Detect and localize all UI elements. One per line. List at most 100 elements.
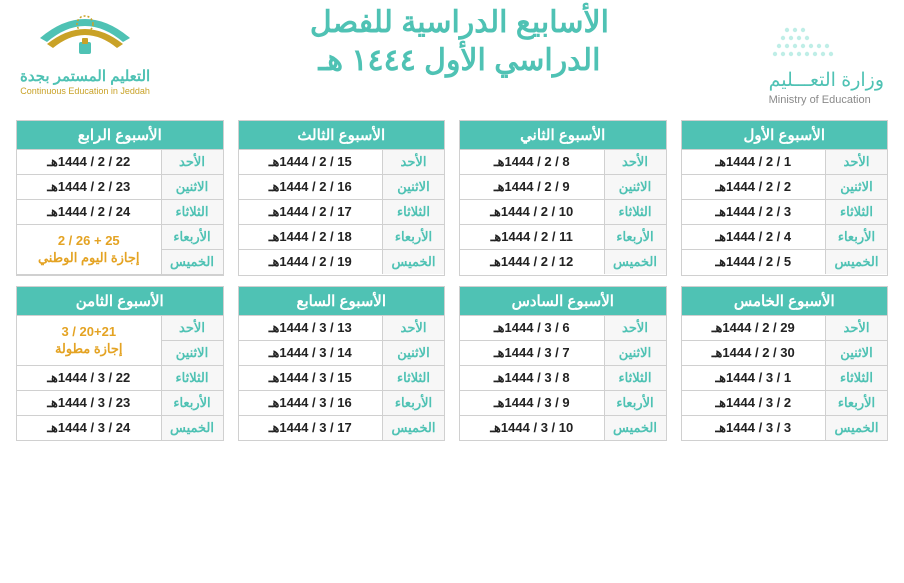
date-cell: 2 / 2 / 1444هـ: [682, 175, 826, 199]
holiday-row: الأحدالاثنين20+21 / 3إجازة مطولة: [17, 316, 223, 366]
week-table: الأسبوع الثامنالأحدالاثنين20+21 / 3إجازة…: [16, 286, 224, 441]
date-cell: 24 / 2 / 1444هـ: [17, 200, 161, 224]
holiday-text: 20+21 / 3إجازة مطولة: [17, 316, 161, 365]
date-cell: 5 / 2 / 1444هـ: [682, 250, 826, 274]
table-row: الخميس19 / 2 / 1444هـ: [239, 250, 445, 274]
day-cell: الخميس: [382, 250, 444, 274]
day-cell: الأربعاء: [825, 225, 887, 249]
table-row: الثلاثاء3 / 2 / 1444هـ: [682, 200, 888, 225]
day-cell: الأحد: [825, 150, 887, 174]
header: وزارة التعـــليم Ministry of Education ا…: [0, 0, 904, 114]
date-cell: 11 / 2 / 1444هـ: [460, 225, 604, 249]
table-row: الخميس10 / 3 / 1444هـ: [460, 416, 666, 440]
table-row: الثلاثاء8 / 3 / 1444هـ: [460, 366, 666, 391]
day-cell: الثلاثاء: [161, 200, 223, 224]
date-cell: 8 / 3 / 1444هـ: [460, 366, 604, 390]
day-cell: الثلاثاء: [382, 200, 444, 224]
table-row: الأحد29 / 2 / 1444هـ: [682, 316, 888, 341]
table-row: الخميس24 / 3 / 1444هـ: [17, 416, 223, 440]
table-row: الثلاثاء17 / 2 / 1444هـ: [239, 200, 445, 225]
table-row: الأحد13 / 3 / 1444هـ: [239, 316, 445, 341]
title-line-1: الأسابيع الدراسية للفصل: [310, 4, 609, 42]
week-table: الأسبوع الثالثالأحد15 / 2 / 1444هـالاثني…: [238, 120, 446, 276]
day-cell: الثلاثاء: [825, 200, 887, 224]
table-row: الاثنين2 / 2 / 1444هـ: [682, 175, 888, 200]
table-row: الأربعاء11 / 2 / 1444هـ: [460, 225, 666, 250]
date-cell: 3 / 3 / 1444هـ: [682, 416, 826, 440]
week-header: الأسبوع الأول: [682, 121, 888, 150]
date-cell: 23 / 2 / 1444هـ: [17, 175, 161, 199]
date-cell: 8 / 2 / 1444هـ: [460, 150, 604, 174]
week-header: الأسبوع الثامن: [17, 287, 223, 316]
date-cell: 19 / 2 / 1444هـ: [239, 250, 383, 274]
table-row: الاثنين30 / 2 / 1444هـ: [682, 341, 888, 366]
date-cell: 10 / 2 / 1444هـ: [460, 200, 604, 224]
day-cell: الاثنين: [161, 175, 223, 199]
table-row: الثلاثاء15 / 3 / 1444هـ: [239, 366, 445, 391]
date-cell: 22 / 3 / 1444هـ: [17, 366, 161, 390]
table-row: الثلاثاء1 / 3 / 1444هـ: [682, 366, 888, 391]
day-cell: الأحد: [161, 150, 223, 174]
table-row: الخميس5 / 2 / 1444هـ: [682, 250, 888, 274]
date-cell: 3 / 2 / 1444هـ: [682, 200, 826, 224]
day-cell: الثلاثاء: [604, 200, 666, 224]
table-row: الأربعاء9 / 3 / 1444هـ: [460, 391, 666, 416]
table-row: الخميس12 / 2 / 1444هـ: [460, 250, 666, 274]
date-cell: 1 / 3 / 1444هـ: [682, 366, 826, 390]
day-cell: الأحد: [162, 316, 223, 341]
day-cell: الأربعاء: [161, 391, 223, 415]
table-row: الاثنين9 / 2 / 1444هـ: [460, 175, 666, 200]
table-row: الخميس3 / 3 / 1444هـ: [682, 416, 888, 440]
date-cell: 15 / 2 / 1444هـ: [239, 150, 383, 174]
day-cell: الخميس: [825, 416, 887, 440]
day-cell: الخميس: [382, 416, 444, 440]
date-cell: 22 / 2 / 1444هـ: [17, 150, 161, 174]
week-table: الأسبوع الخامسالأحد29 / 2 / 1444هـالاثني…: [681, 286, 889, 441]
table-row: الثلاثاء10 / 2 / 1444هـ: [460, 200, 666, 225]
day-cell: الاثنين: [825, 175, 887, 199]
ministry-dots-icon: [769, 22, 859, 60]
week-header: الأسبوع الثاني: [460, 121, 666, 150]
week-header: الأسبوع الخامس: [682, 287, 888, 316]
day-cell: الاثنين: [825, 341, 887, 365]
day-cell: الأربعاء: [825, 391, 887, 415]
date-cell: 1 / 2 / 1444هـ: [682, 150, 826, 174]
holiday-row: الأربعاءالخميس25 + 26 / 2إجازة اليوم الو…: [17, 225, 223, 275]
ministry-block: وزارة التعـــليم Ministry of Education: [769, 4, 884, 106]
day-cell: الأربعاء: [604, 225, 666, 249]
day-cell: الأحد: [825, 316, 887, 340]
table-row: الخميس17 / 3 / 1444هـ: [239, 416, 445, 440]
week-table: الأسبوع الثانيالأحد8 / 2 / 1444هـالاثنين…: [459, 120, 667, 276]
day-cell: الأربعاء: [162, 225, 223, 250]
date-cell: 30 / 2 / 1444هـ: [682, 341, 826, 365]
day-cell: الأربعاء: [604, 391, 666, 415]
table-row: الاثنين23 / 2 / 1444هـ: [17, 175, 223, 200]
table-row: الأحد6 / 3 / 1444هـ: [460, 316, 666, 341]
date-cell: 10 / 3 / 1444هـ: [460, 416, 604, 440]
date-cell: 6 / 3 / 1444هـ: [460, 316, 604, 340]
week-table: الأسبوع الأولالأحد1 / 2 / 1444هـالاثنين2…: [681, 120, 889, 276]
table-row: الأحد15 / 2 / 1444هـ: [239, 150, 445, 175]
ministry-name-ar: وزارة التعـــليم: [769, 69, 884, 92]
week-table: الأسبوع السابعالأحد13 / 3 / 1444هـالاثني…: [238, 286, 446, 441]
date-cell: 12 / 2 / 1444هـ: [460, 250, 604, 274]
date-cell: 2 / 3 / 1444هـ: [682, 391, 826, 415]
title-line-2: الدراسي الأول ١٤٤٤ هـ: [310, 42, 609, 80]
table-row: الأحد1 / 2 / 1444هـ: [682, 150, 888, 175]
date-cell: 9 / 3 / 1444هـ: [460, 391, 604, 415]
date-cell: 17 / 2 / 1444هـ: [239, 200, 383, 224]
table-row: الثلاثاء22 / 3 / 1444هـ: [17, 366, 223, 391]
day-cell: الاثنين: [604, 175, 666, 199]
day-cell: الثلاثاء: [161, 366, 223, 390]
date-cell: 23 / 3 / 1444هـ: [17, 391, 161, 415]
day-cell: الثلاثاء: [825, 366, 887, 390]
weeks-grid: الأسبوع الأولالأحد1 / 2 / 1444هـالاثنين2…: [0, 114, 904, 451]
table-row: الاثنين16 / 2 / 1444هـ: [239, 175, 445, 200]
day-cell: الخميس: [604, 416, 666, 440]
day-cell: الاثنين: [162, 341, 223, 365]
week-table: الأسبوع الرابعالأحد22 / 2 / 1444هـالاثني…: [16, 120, 224, 276]
day-cell: الأربعاء: [382, 391, 444, 415]
table-row: الأربعاء2 / 3 / 1444هـ: [682, 391, 888, 416]
table-row: الأربعاء23 / 3 / 1444هـ: [17, 391, 223, 416]
table-row: الأربعاء18 / 2 / 1444هـ: [239, 225, 445, 250]
